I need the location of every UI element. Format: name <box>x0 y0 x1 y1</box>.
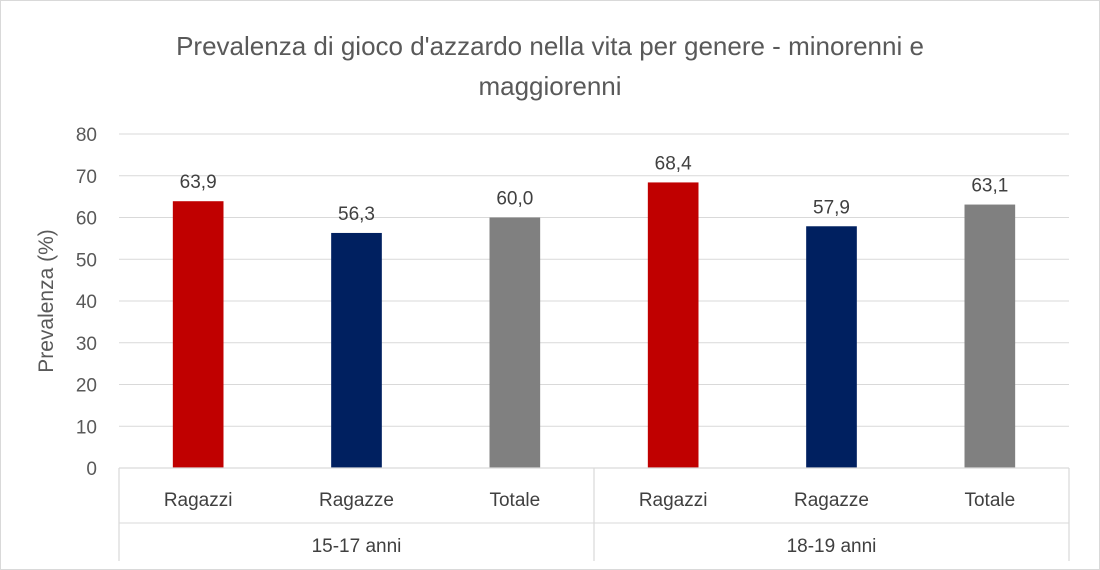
bars <box>172 182 1016 468</box>
y-axis-ticks: 0 10 20 30 40 50 60 70 80 <box>76 125 97 480</box>
data-label: 57,9 <box>813 197 850 218</box>
data-label: 60,0 <box>496 189 533 210</box>
gridlines <box>119 133 1069 427</box>
y-tick-label: 30 <box>76 334 97 355</box>
x-category-label: Ragazzi <box>639 490 708 511</box>
bar <box>331 232 382 468</box>
x-axis: Ragazzi Ragazze Totale 15-17 anni Ragazzi Rag… <box>118 467 1070 561</box>
y-tick-label: 40 <box>76 292 97 313</box>
bar <box>172 201 224 468</box>
y-tick-label: 60 <box>76 209 97 230</box>
x-group-label: 18-19 anni <box>787 536 877 557</box>
chart-title-line-1: Prevalenza di gioco d'azzardo nella vita… <box>176 31 924 61</box>
x-category-label: Totale <box>489 490 540 511</box>
y-tick-label: 0 <box>86 459 97 480</box>
y-axis-label: Prevalenza (%) <box>35 229 58 373</box>
y-tick-label: 80 <box>76 125 97 146</box>
x-category-label: Totale <box>964 490 1015 511</box>
y-tick-label: 50 <box>76 250 97 271</box>
data-label: 68,4 <box>655 153 692 174</box>
x-group-label: 15-17 anni <box>312 536 402 557</box>
bar <box>647 182 699 468</box>
data-label: 56,3 <box>338 204 375 225</box>
x-category-label: Ragazze <box>319 490 394 511</box>
data-label: 63,1 <box>971 176 1008 197</box>
y-tick-label: 20 <box>76 376 97 397</box>
bar <box>806 226 857 468</box>
data-label: 63,9 <box>180 172 217 193</box>
y-tick-label: 70 <box>76 167 97 188</box>
bar <box>489 217 541 468</box>
x-category-label: Ragazze <box>794 490 869 511</box>
chart-title-line-2: maggiorenni <box>478 71 621 101</box>
y-tick-label: 10 <box>76 417 97 438</box>
x-category-label: Ragazzi <box>164 490 233 511</box>
bar <box>964 204 1016 468</box>
data-labels: 63,9 56,3 60,0 68,4 57,9 63,1 <box>180 153 1009 225</box>
